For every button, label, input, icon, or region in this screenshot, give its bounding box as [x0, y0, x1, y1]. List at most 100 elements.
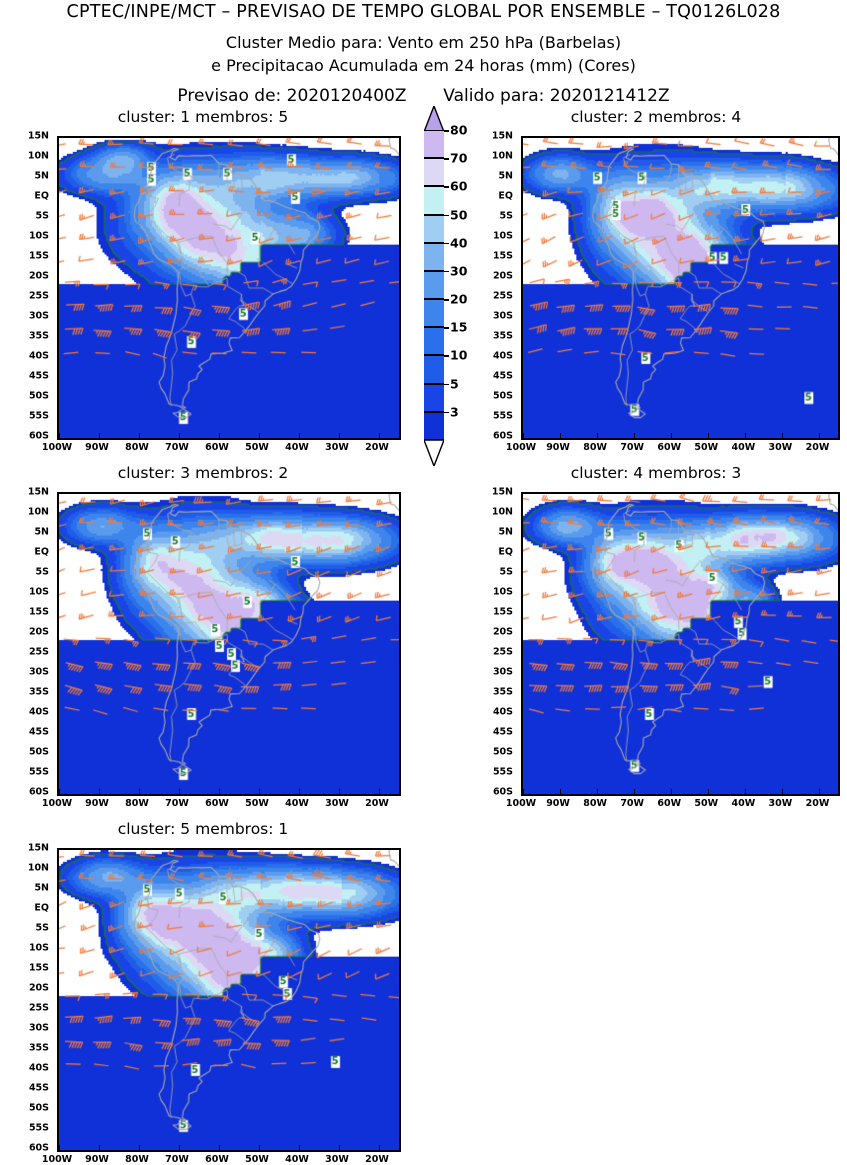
x-axis-tick — [707, 789, 709, 794]
colorbar-segment — [424, 186, 444, 215]
x-axis-tick — [338, 433, 340, 438]
map-plot-area-cluster-3[interactable] — [57, 492, 401, 796]
map-plot-area-cluster-2[interactable] — [521, 136, 840, 440]
map-plot-area-cluster-1[interactable] — [57, 136, 401, 440]
y-axis-tick-label: 45S — [28, 1082, 49, 1094]
panel-title-cluster-3: cluster: 3 membros: 2 — [117, 464, 289, 482]
y-axis-tick — [57, 614, 59, 615]
x-axis-tick-label: 80W — [125, 442, 149, 453]
y-axis-tick-label: 10S — [492, 586, 513, 598]
y-axis-tick-label: 40S — [28, 1062, 49, 1074]
x-axis-tick — [818, 433, 820, 438]
y-axis-tick — [521, 218, 523, 219]
map-plot-area-cluster-5[interactable] — [57, 848, 401, 1152]
y-axis-tick — [521, 774, 523, 775]
y-axis-tick-label: 5S — [35, 922, 49, 934]
y-axis-tick-label: 10N — [27, 506, 49, 518]
y-axis-tick-label: 30S — [28, 310, 49, 322]
y-axis-tick — [57, 298, 59, 299]
y-axis-tick — [57, 910, 59, 911]
x-axis-tick-label: 20W — [365, 442, 389, 453]
x-axis-tick — [218, 789, 220, 794]
y-axis-tick-label: 20S — [28, 982, 49, 994]
y-axis-tick — [57, 970, 59, 971]
colorbar-tick — [444, 270, 449, 273]
colorbar-tick-label: 80 — [450, 122, 468, 138]
y-axis-tick — [57, 418, 59, 419]
y-axis-tick-label: 15S — [28, 606, 49, 618]
map-plot-area-cluster-4[interactable] — [521, 492, 840, 796]
colorbar-tick — [444, 327, 449, 329]
x-axis-tick — [59, 1145, 60, 1150]
y-axis-tick-label: 35S — [28, 1042, 49, 1054]
x-axis-tick — [178, 789, 180, 794]
x-axis-tick — [378, 1145, 380, 1150]
x-axis-tick-label: 60W — [657, 798, 682, 809]
map-panel-cluster-3: cluster: 3 membros: 2 15N 10N 5N EQ 5S 10S 15S… — [8, 464, 401, 809]
y-axis-tick-label: 50S — [28, 390, 49, 402]
y-axis-tick-label: 15S — [492, 250, 513, 262]
x-axis-tick-label: 30W — [768, 798, 793, 809]
x-axis-tick-label: 20W — [365, 1154, 389, 1165]
x-axis-tick-label: 50W — [245, 442, 269, 453]
y-axis-tick — [521, 338, 523, 339]
y-axis-tick-label: 30S — [28, 1022, 49, 1034]
x-axis-tick-label: 20W — [365, 798, 389, 809]
y-axis-tick — [521, 634, 523, 635]
y-axis-tick-label: 15N — [27, 842, 49, 854]
y-axis-tick — [521, 398, 523, 399]
y-axis-tick-label: 5N — [34, 170, 49, 182]
y-axis-tick — [57, 950, 59, 951]
x-axis-tick-label: 50W — [694, 442, 719, 453]
y-axis-tick — [57, 674, 59, 675]
y-axis-tick-label: 35S — [28, 686, 49, 698]
panel-title-cluster-2: cluster: 2 membros: 4 — [570, 108, 742, 126]
y-axis-tick — [57, 494, 59, 495]
x-axis-tick-label: 70W — [165, 442, 189, 453]
x-axis-tick-label: 80W — [583, 442, 607, 453]
x-axis-tick — [559, 789, 561, 794]
y-axis-tick-label: EQ — [498, 190, 513, 202]
y-axis-tick-label: 30S — [492, 310, 513, 322]
x-axis-tick — [298, 1145, 300, 1150]
x-axis-tick-label: 90W — [546, 442, 570, 453]
y-axis-tick — [521, 754, 523, 755]
y-axis-tick — [57, 1130, 59, 1131]
x-axis-tick — [781, 433, 783, 438]
x-axis-tick — [633, 789, 635, 794]
x-axis-tick — [218, 433, 220, 438]
y-axis-tick-label: 35S — [492, 330, 513, 342]
y-axis-tick — [521, 378, 523, 379]
map-panel-cluster-4: cluster: 4 membros: 3 15N 10N 5N EQ 5S 10S 15S… — [472, 464, 840, 809]
y-axis-tick-label: 50S — [28, 746, 49, 758]
colorbar-segment — [424, 411, 444, 440]
colorbar-tick-label: 70 — [450, 150, 468, 166]
x-axis-tick — [298, 789, 300, 794]
y-axis-tick — [57, 258, 59, 259]
y-axis-tick — [57, 634, 59, 635]
colorbar-tick — [444, 355, 449, 357]
y-axis-tick-label: 5S — [499, 210, 513, 222]
x-axis-tick — [744, 433, 746, 438]
y-axis-tick — [521, 674, 523, 675]
y-axis-tick-label: 15S — [28, 250, 49, 262]
agency-title: CPTEC/INPE/MCT – PREVISAO DE TEMPO GLOBA… — [66, 2, 781, 22]
y-axis-tick — [57, 990, 59, 991]
y-axis-tick-label: 40S — [492, 350, 513, 362]
x-axis-tick-label: 100W — [505, 442, 537, 453]
y-axis-tick — [521, 494, 523, 495]
x-axis-tick — [818, 789, 820, 794]
y-axis-tick-label: 45S — [492, 726, 513, 738]
x-axis-tick — [338, 1145, 340, 1150]
y-axis-tick — [57, 534, 59, 535]
y-axis-tick — [521, 534, 523, 535]
y-axis-tick-label: 10S — [28, 942, 49, 954]
colorbar-tick-label: 60 — [450, 178, 468, 194]
x-axis-tick — [138, 1145, 140, 1150]
x-axis-tick — [59, 433, 60, 438]
colorbar-tick — [444, 130, 449, 132]
y-axis-tick — [521, 198, 523, 199]
y-axis-tick — [521, 178, 523, 179]
colorbar-tick-label: 50 — [450, 207, 468, 223]
y-axis-tick — [521, 694, 523, 695]
